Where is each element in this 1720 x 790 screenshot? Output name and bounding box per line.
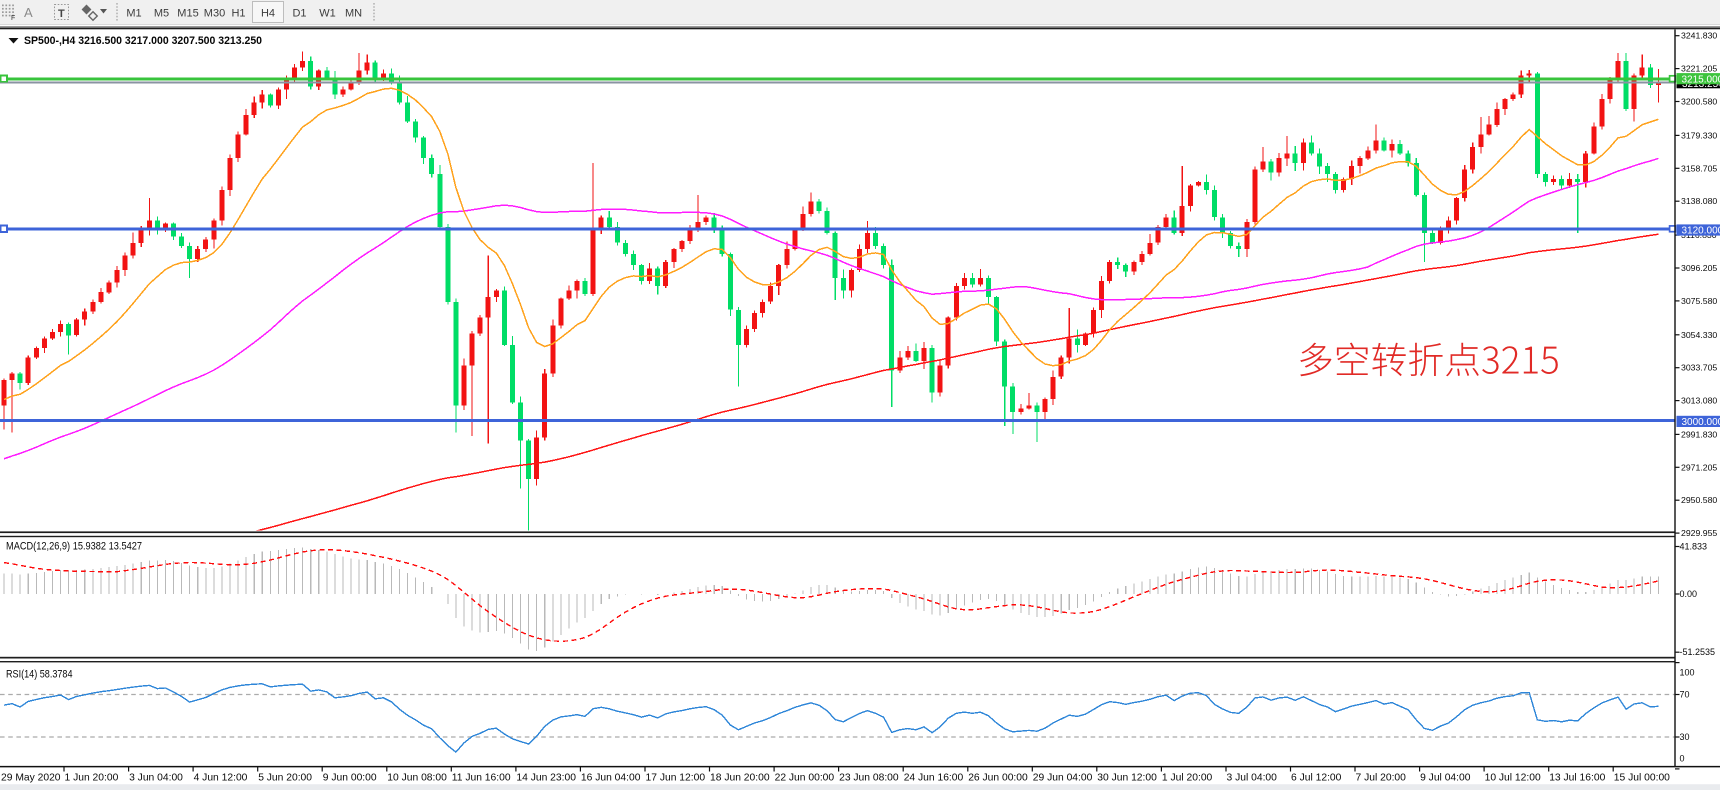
- svg-text:3054.330: 3054.330: [1681, 330, 1717, 340]
- svg-text:RSI(14) 58.3784: RSI(14) 58.3784: [6, 669, 73, 681]
- svg-text:15 Jul 00:00: 15 Jul 00:00: [1614, 773, 1670, 784]
- svg-text:23 Jun 08:00: 23 Jun 08:00: [839, 773, 899, 784]
- svg-text:0.00: 0.00: [1680, 589, 1698, 599]
- svg-text:D1: D1: [292, 8, 306, 20]
- svg-text:W1: W1: [319, 8, 336, 20]
- svg-text:3033.705: 3033.705: [1681, 363, 1717, 373]
- svg-text:3000.000: 3000.000: [1682, 417, 1720, 428]
- svg-text:10 Jul 12:00: 10 Jul 12:00: [1485, 773, 1541, 784]
- svg-text:41.833: 41.833: [1680, 542, 1708, 552]
- svg-text:M5: M5: [154, 8, 169, 20]
- svg-text:9 Jul 04:00: 9 Jul 04:00: [1420, 773, 1471, 784]
- svg-text:3138.080: 3138.080: [1681, 196, 1717, 206]
- svg-text:6 Jul 12:00: 6 Jul 12:00: [1291, 773, 1342, 784]
- svg-text:M15: M15: [177, 8, 198, 20]
- svg-text:10 Jun 08:00: 10 Jun 08:00: [387, 773, 447, 784]
- svg-text:30 Jun 12:00: 30 Jun 12:00: [1097, 773, 1157, 784]
- svg-text:M1: M1: [126, 8, 141, 20]
- svg-text:H4: H4: [261, 8, 275, 20]
- svg-text:13 Jul 16:00: 13 Jul 16:00: [1549, 773, 1605, 784]
- svg-text:1 Jul 20:00: 1 Jul 20:00: [1162, 773, 1213, 784]
- svg-text:3241.830: 3241.830: [1681, 31, 1717, 41]
- svg-text:29 May 2020: 29 May 2020: [1, 773, 61, 784]
- svg-text:22 Jun 00:00: 22 Jun 00:00: [775, 773, 835, 784]
- svg-text:3179.330: 3179.330: [1681, 130, 1717, 140]
- svg-text:3120.000: 3120.000: [1682, 226, 1720, 237]
- svg-text:3013.080: 3013.080: [1681, 396, 1717, 406]
- svg-text:H1: H1: [231, 8, 245, 20]
- svg-text:7 Jul 20:00: 7 Jul 20:00: [1356, 773, 1407, 784]
- svg-text:3 Jul 04:00: 3 Jul 04:00: [1227, 773, 1278, 784]
- svg-text:F: F: [11, 15, 15, 22]
- svg-text:T: T: [58, 8, 65, 20]
- svg-text:3215.000: 3215.000: [1682, 74, 1720, 85]
- svg-text:29 Jun 04:00: 29 Jun 04:00: [1033, 773, 1093, 784]
- svg-text:3096.205: 3096.205: [1681, 263, 1717, 273]
- svg-text:4 Jun 12:00: 4 Jun 12:00: [194, 773, 248, 784]
- svg-text:M30: M30: [204, 8, 225, 20]
- svg-text:1 Jun 20:00: 1 Jun 20:00: [65, 773, 119, 784]
- svg-text:MACD(12,26,9) 15.9382 13.5427: MACD(12,26,9) 15.9382 13.5427: [6, 541, 142, 553]
- svg-text:A: A: [24, 5, 33, 20]
- svg-text:3221.205: 3221.205: [1681, 64, 1717, 74]
- svg-text:2929.955: 2929.955: [1681, 528, 1717, 538]
- svg-text:0: 0: [1680, 754, 1685, 764]
- svg-text:17 Jun 12:00: 17 Jun 12:00: [646, 773, 706, 784]
- svg-text:3213.250: 3213.250: [1682, 79, 1720, 90]
- svg-text:14 Jun 23:00: 14 Jun 23:00: [516, 773, 576, 784]
- svg-text:30: 30: [1680, 732, 1690, 742]
- svg-text:SP500-,H4 3216.500 3217.000 3: SP500-,H4 3216.500 3217.000 3207.500 321…: [24, 35, 262, 47]
- svg-text:-51.2535: -51.2535: [1680, 647, 1716, 657]
- svg-text:3075.580: 3075.580: [1681, 296, 1717, 306]
- svg-text:26 Jun 00:00: 26 Jun 00:00: [968, 773, 1028, 784]
- svg-text:3200.580: 3200.580: [1681, 97, 1717, 107]
- svg-text:16 Jun 04:00: 16 Jun 04:00: [581, 773, 641, 784]
- svg-text:100: 100: [1680, 668, 1695, 678]
- svg-text:2950.580: 2950.580: [1681, 495, 1717, 505]
- svg-text:3158.705: 3158.705: [1681, 163, 1717, 173]
- svg-text:3 Jun 04:00: 3 Jun 04:00: [129, 773, 183, 784]
- svg-text:11 Jun 16:00: 11 Jun 16:00: [452, 773, 511, 784]
- svg-text:2971.205: 2971.205: [1681, 462, 1717, 472]
- svg-text:9 Jun 00:00: 9 Jun 00:00: [323, 773, 377, 784]
- svg-text:MN: MN: [345, 8, 362, 20]
- svg-text:70: 70: [1680, 690, 1690, 700]
- svg-text:24 Jun 16:00: 24 Jun 16:00: [904, 773, 964, 784]
- svg-text:2991.830: 2991.830: [1681, 429, 1717, 439]
- svg-text:5 Jun 20:00: 5 Jun 20:00: [258, 773, 312, 784]
- svg-text:18 Jun 20:00: 18 Jun 20:00: [710, 773, 770, 784]
